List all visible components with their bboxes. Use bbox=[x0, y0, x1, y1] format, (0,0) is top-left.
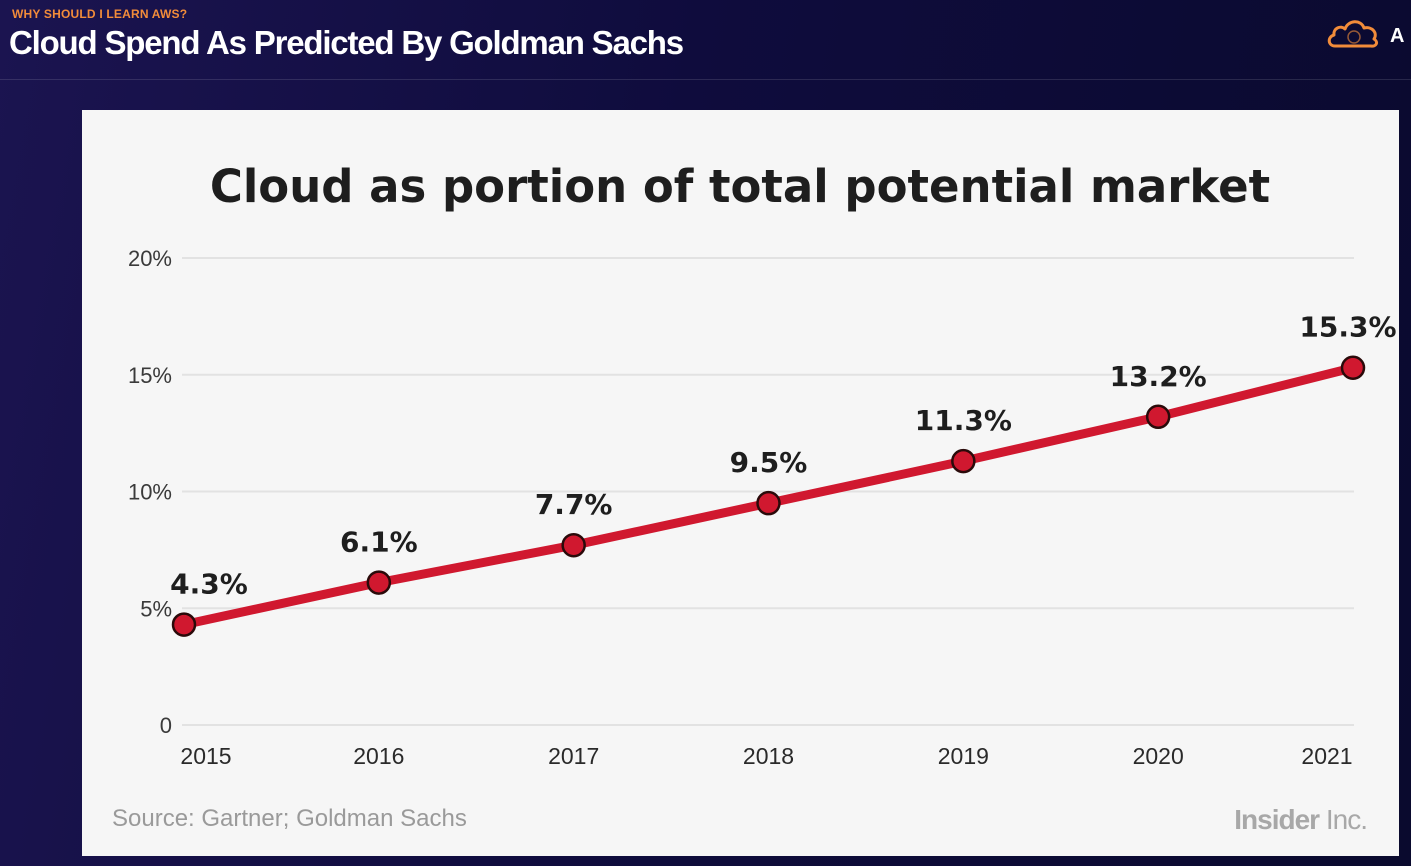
x-tick-label: 2020 bbox=[1133, 743, 1184, 769]
data-label: 13.2% bbox=[1110, 360, 1207, 393]
data-points bbox=[171, 355, 1366, 637]
data-labels: 4.3% 6.1% 7.7% 9.5% 11.3% 13.2% 15.3% bbox=[170, 311, 1396, 601]
brand-logo: Insider Inc. bbox=[1234, 804, 1368, 836]
cloud-icon bbox=[1327, 20, 1379, 48]
x-tick-label: 2018 bbox=[743, 743, 794, 769]
y-tick-label: 5% bbox=[140, 596, 172, 621]
data-point bbox=[171, 612, 197, 637]
y-tick-label: 10% bbox=[128, 480, 172, 505]
x-tick-label: 2016 bbox=[353, 743, 404, 769]
brand-logo-light: Inc. bbox=[1325, 804, 1368, 835]
chart-card: Cloud as portion of total potential mark… bbox=[82, 110, 1399, 856]
data-label: 4.3% bbox=[170, 568, 248, 601]
data-label: 9.5% bbox=[730, 446, 808, 479]
data-label: 11.3% bbox=[915, 404, 1012, 437]
x-tick-label: 2015 bbox=[180, 743, 231, 769]
data-point bbox=[756, 490, 781, 516]
x-tick-label: 2019 bbox=[938, 743, 989, 769]
x-axis-ticks: 2015 2016 2017 2018 2019 2020 2021 bbox=[180, 743, 1352, 769]
data-label: 6.1% bbox=[340, 526, 418, 559]
y-tick-label: 0 bbox=[160, 713, 172, 738]
data-point bbox=[1340, 355, 1366, 380]
y-tick-label: 20% bbox=[128, 246, 172, 271]
slide-kicker: WHY SHOULD I LEARN AWS? bbox=[12, 7, 188, 21]
logo-letter: A bbox=[1390, 25, 1405, 47]
y-axis-ticks: 0 5% 10% 15% 20% bbox=[128, 246, 172, 738]
data-point bbox=[1145, 404, 1171, 430]
y-tick-label: 15% bbox=[128, 363, 172, 388]
brand-logo-bold: Insider bbox=[1234, 804, 1320, 835]
data-label: 15.3% bbox=[1299, 311, 1396, 344]
line-chart: Cloud as portion of total potential mark… bbox=[128, 160, 1397, 769]
chart-title: Cloud as portion of total potential mark… bbox=[210, 160, 1270, 213]
x-tick-label: 2021 bbox=[1301, 743, 1352, 769]
data-label: 7.7% bbox=[535, 488, 613, 521]
slide-title: Cloud Spend As Predicted By Goldman Sach… bbox=[9, 24, 684, 61]
data-point bbox=[951, 448, 976, 474]
source-note: Source: Gartner; Goldman Sachs bbox=[112, 805, 467, 832]
data-point bbox=[561, 532, 586, 558]
x-tick-label: 2017 bbox=[548, 743, 599, 769]
data-point bbox=[366, 570, 392, 595]
slide-header: WHY SHOULD I LEARN AWS? Cloud Spend As P… bbox=[0, 0, 1411, 80]
